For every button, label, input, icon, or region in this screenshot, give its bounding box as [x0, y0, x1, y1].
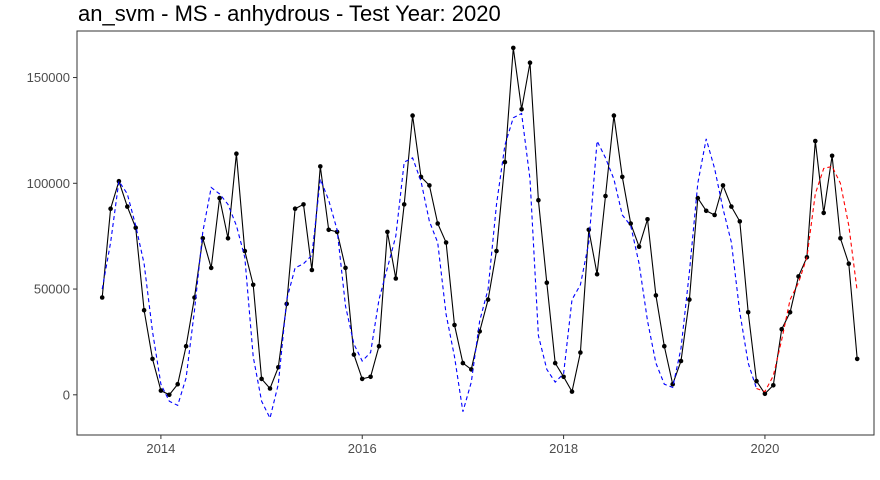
data-point [452, 322, 457, 328]
data-point [787, 310, 793, 315]
x-tick-label: 2014 [146, 441, 175, 456]
data-point [99, 295, 105, 300]
data-point [125, 204, 130, 209]
data-point [359, 376, 365, 382]
y-tick-label: 50000 [34, 282, 70, 297]
data-point [670, 381, 675, 387]
data-point [292, 206, 298, 211]
y-tick-label: 0 [63, 387, 70, 402]
data-point [158, 388, 164, 393]
data-point [133, 225, 138, 230]
data-point [259, 376, 264, 382]
data-point [502, 159, 508, 165]
data-point [779, 326, 784, 332]
series-line-fitted [101, 112, 758, 420]
data-point [267, 386, 273, 391]
data-point [343, 265, 348, 271]
data-point [737, 219, 743, 224]
data-point [494, 248, 499, 254]
data-point [569, 389, 575, 394]
data-point [620, 174, 625, 180]
data-point [745, 310, 751, 315]
data-point [427, 183, 432, 188]
series-line-actual [101, 47, 858, 396]
data-point [695, 195, 701, 201]
data-point [603, 193, 608, 199]
data-point [536, 197, 541, 203]
data-point [250, 282, 256, 288]
data-point [511, 45, 516, 51]
data-point [368, 374, 373, 380]
data-point [729, 204, 734, 209]
data-point [376, 343, 382, 349]
data-point [393, 276, 399, 281]
data-point [108, 206, 113, 211]
data-point [318, 164, 323, 169]
plot-panel-border [76, 30, 875, 436]
data-point [678, 358, 684, 364]
data-point [183, 343, 189, 349]
data-point [561, 374, 566, 380]
data-point [854, 356, 860, 362]
data-point [225, 236, 231, 241]
data-point [217, 195, 222, 201]
data-point [754, 378, 759, 384]
data-point [687, 297, 692, 302]
data-point [712, 212, 717, 218]
data-point [645, 217, 650, 222]
axes: 2014 2016 2018 2020 0 50000 100000 150000 [27, 70, 780, 456]
data-point [301, 202, 306, 207]
plot-content [99, 45, 860, 420]
data-point [578, 350, 583, 355]
data-point [628, 221, 633, 226]
data-point [401, 202, 407, 207]
data-point [544, 280, 550, 286]
y-tick-label: 100000 [27, 176, 70, 191]
data-point [242, 248, 248, 254]
data-point [460, 360, 466, 366]
data-point [771, 383, 776, 388]
data-point [720, 183, 726, 188]
data-point [838, 236, 843, 241]
data-point [234, 151, 239, 156]
data-point [351, 352, 357, 357]
data-point [594, 271, 600, 277]
data-point [636, 244, 642, 249]
data-point [443, 240, 449, 245]
series-line-forecast [756, 165, 858, 393]
data-point [309, 267, 315, 273]
data-point [116, 178, 122, 184]
data-point [611, 113, 617, 118]
data-point [813, 138, 818, 144]
data-point [703, 208, 709, 214]
data-point [762, 391, 768, 397]
data-point [200, 236, 206, 241]
x-tick-label: 2016 [348, 441, 377, 456]
data-point [175, 381, 180, 387]
data-point [326, 227, 332, 233]
x-tick-label: 2020 [750, 441, 779, 456]
data-point [829, 153, 835, 159]
data-point [519, 107, 524, 112]
data-point [141, 307, 147, 313]
x-tick-label: 2018 [549, 441, 578, 456]
data-point [435, 221, 441, 226]
data-point [208, 265, 214, 271]
data-point [527, 60, 533, 65]
data-point [485, 297, 491, 302]
data-point [846, 261, 852, 267]
data-point [150, 356, 155, 362]
data-point [167, 392, 172, 398]
data-point [385, 229, 390, 235]
data-point [662, 343, 667, 349]
chart-title: an_svm - MS - anhydrous - Test Year: 202… [78, 1, 501, 26]
data-point [653, 293, 659, 298]
data-point [821, 210, 826, 216]
data-point [552, 360, 558, 366]
data-point [410, 113, 415, 118]
y-tick-label: 150000 [27, 70, 70, 85]
